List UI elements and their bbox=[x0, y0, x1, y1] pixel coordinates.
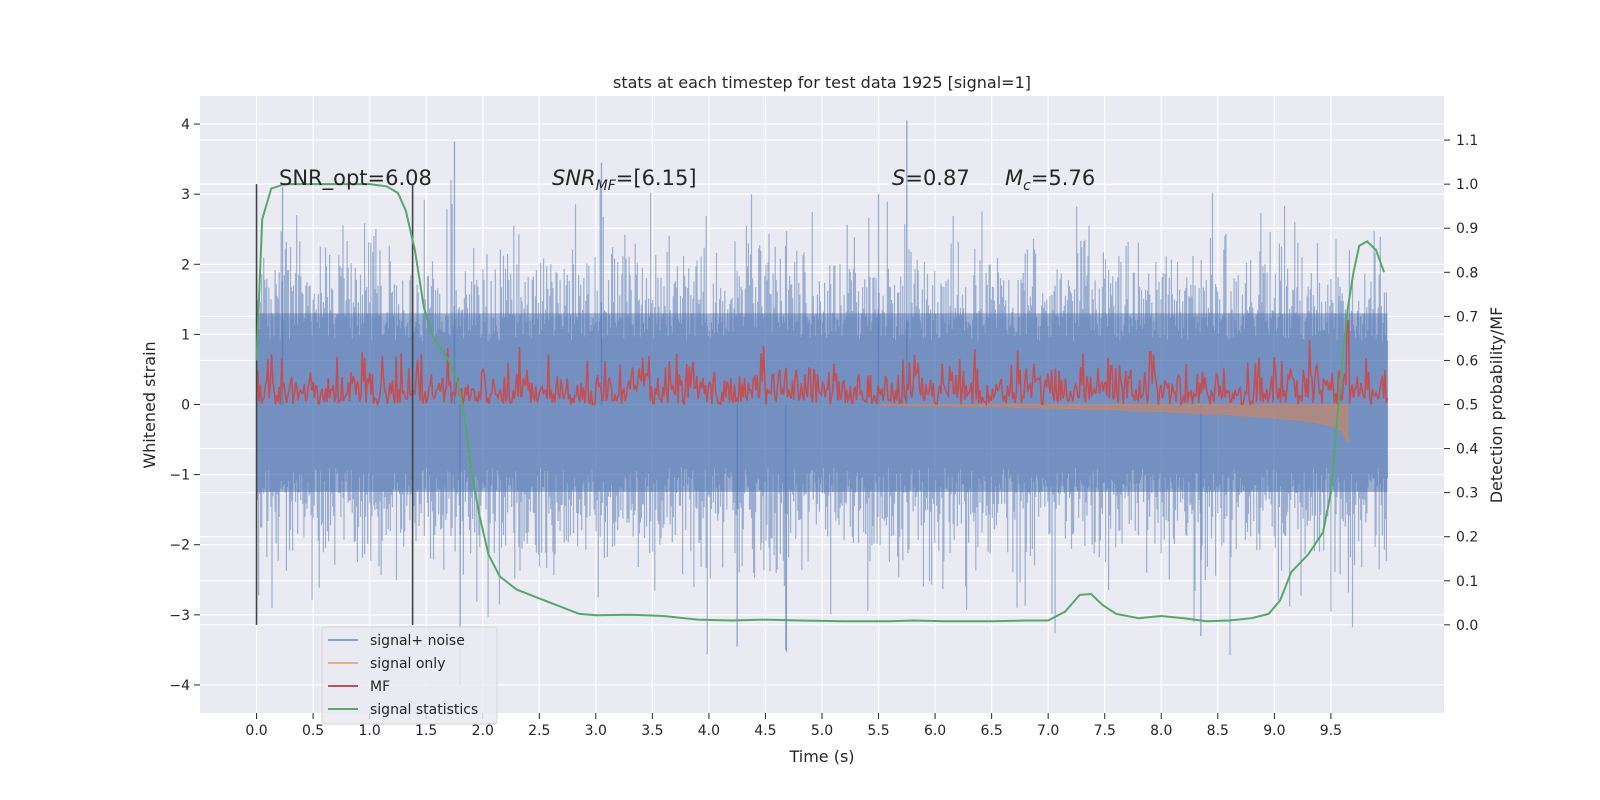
y-tick-label: −2 bbox=[169, 538, 190, 554]
legend-label-signal-only: signal only bbox=[370, 656, 445, 672]
chart-title: stats at each timestep for test data 192… bbox=[613, 73, 1031, 92]
x-tick-label: 5.5 bbox=[867, 723, 889, 739]
signal-only-series bbox=[877, 404, 1349, 444]
x-tick-label: 6.0 bbox=[924, 723, 946, 739]
annotation-snr-mf-subscript: MF bbox=[596, 178, 617, 194]
signal-only-area bbox=[877, 404, 1349, 444]
signal-statistics-line bbox=[255, 183, 1386, 623]
signal-plus-noise-series bbox=[255, 120, 1389, 685]
y-tick-label: −4 bbox=[169, 678, 190, 694]
annotation-mc-subscript: c bbox=[1023, 178, 1031, 194]
x-tick-label: 7.5 bbox=[1094, 723, 1116, 739]
annotation-s: S=0.87 bbox=[892, 166, 970, 190]
x-tick-label: 9.5 bbox=[1320, 723, 1342, 739]
y2-tick-label: 0.9 bbox=[1456, 221, 1478, 237]
y-tick-label: 2 bbox=[181, 257, 190, 273]
vertical-markers bbox=[255, 184, 414, 625]
y-tick-label: 3 bbox=[181, 187, 190, 203]
annotation-s-symbol: S bbox=[892, 166, 905, 190]
y-tick-label: 1 bbox=[181, 327, 190, 343]
annotation-s-value: =0.87 bbox=[905, 166, 969, 190]
annotation-mc-value: =5.76 bbox=[1031, 166, 1095, 190]
y2-tick-label: 0.3 bbox=[1456, 486, 1478, 502]
y-tick-label: −3 bbox=[169, 608, 190, 624]
mf-line bbox=[255, 320, 1389, 407]
annotation-mc: Mc=5.76 bbox=[1005, 166, 1095, 194]
annotation-snr-mf: SNRMF=[6.15] bbox=[552, 166, 697, 194]
mf-series bbox=[255, 320, 1389, 407]
legend-label-mf: MF bbox=[370, 679, 390, 695]
y-tick-label: −1 bbox=[169, 468, 190, 484]
y2-tick-label: 0.5 bbox=[1456, 398, 1478, 414]
x-tick-label: 0.5 bbox=[302, 723, 324, 739]
x-tick-label: 1.0 bbox=[359, 723, 381, 739]
x-tick-label: 8.5 bbox=[1207, 723, 1229, 739]
x-tick-label: 4.0 bbox=[698, 723, 720, 739]
legend-box bbox=[321, 626, 498, 725]
x-tick-label: 1.5 bbox=[415, 723, 437, 739]
y2-tick-label: 1.0 bbox=[1456, 177, 1478, 193]
y2-tick-label: 0.6 bbox=[1456, 353, 1478, 369]
y2-tick-label: 0.2 bbox=[1456, 530, 1478, 546]
y2-tick-label: 0.7 bbox=[1456, 309, 1478, 325]
y2-axis-label: Detection probability/MF bbox=[1487, 307, 1506, 504]
x-tick-label: 6.5 bbox=[981, 723, 1003, 739]
y2-axis-ticks: 1.1 1.0 0.9 0.8 0.7 0.6 0.5 0.4 0.3 0.2 0.1 0.0 bbox=[1444, 133, 1478, 634]
y2-tick-label: 0.8 bbox=[1456, 265, 1478, 281]
x-tick-label: 2.5 bbox=[528, 723, 550, 739]
x-tick-label: 3.5 bbox=[641, 723, 663, 739]
signal-statistics-series bbox=[255, 183, 1386, 623]
y2-tick-label: 0.1 bbox=[1456, 574, 1478, 590]
y-tick-label: 4 bbox=[181, 117, 190, 133]
legend: signal+ noise signal only MF signal stat… bbox=[321, 626, 498, 725]
x-tick-label: 2.0 bbox=[472, 723, 494, 739]
x-tick-label: 7.0 bbox=[1037, 723, 1059, 739]
x-tick-label: 5.0 bbox=[811, 723, 833, 739]
y2-tick-label: 1.1 bbox=[1456, 133, 1478, 149]
x-tick-label: 0.0 bbox=[245, 723, 267, 739]
x-tick-label: 9.0 bbox=[1263, 723, 1285, 739]
annotation-snr-mf-symbol: SNR bbox=[552, 166, 596, 190]
annotation-mc-symbol: M bbox=[1005, 166, 1023, 190]
legend-label-signal-statistics: signal statistics bbox=[370, 702, 478, 718]
x-axis-ticks: 0.0 0.5 1.0 1.5 2.0 2.5 3.0 3.5 4.0 4.5 5.0 5.5 6.0 6… bbox=[245, 713, 1342, 739]
y-axis-label: Whitened strain bbox=[140, 341, 159, 468]
y2-tick-label: 0.4 bbox=[1456, 442, 1478, 458]
y2-tick-label: 0.0 bbox=[1456, 618, 1478, 634]
annotation-snr-opt: SNR_opt=6.08 bbox=[279, 166, 432, 191]
legend-label-signal-plus-noise: signal+ noise bbox=[370, 633, 465, 649]
x-axis-label: Time (s) bbox=[788, 747, 854, 766]
x-tick-label: 4.5 bbox=[754, 723, 776, 739]
x-tick-label: 3.0 bbox=[585, 723, 607, 739]
annotation-snr-mf-value: =[6.15] bbox=[616, 166, 697, 190]
x-tick-label: 8.0 bbox=[1150, 723, 1172, 739]
y-tick-label: 0 bbox=[181, 398, 190, 414]
y-axis-ticks: 4 3 2 1 0 −1 −2 −3 −4 bbox=[169, 117, 200, 694]
